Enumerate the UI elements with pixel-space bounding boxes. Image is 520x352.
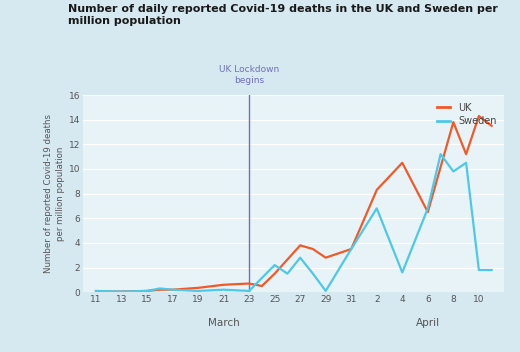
Text: UK Lockdown
begins: UK Lockdown begins [219, 65, 279, 85]
Y-axis label: Number of reported Covid-19 deaths
per million population: Number of reported Covid-19 deaths per m… [44, 114, 65, 273]
Text: Number of daily reported Covid-19 deaths in the UK and Sweden per
million popula: Number of daily reported Covid-19 deaths… [68, 4, 498, 26]
Text: April: April [416, 318, 440, 328]
Text: March: March [207, 318, 240, 328]
Legend: UK, Sweden: UK, Sweden [434, 100, 500, 129]
